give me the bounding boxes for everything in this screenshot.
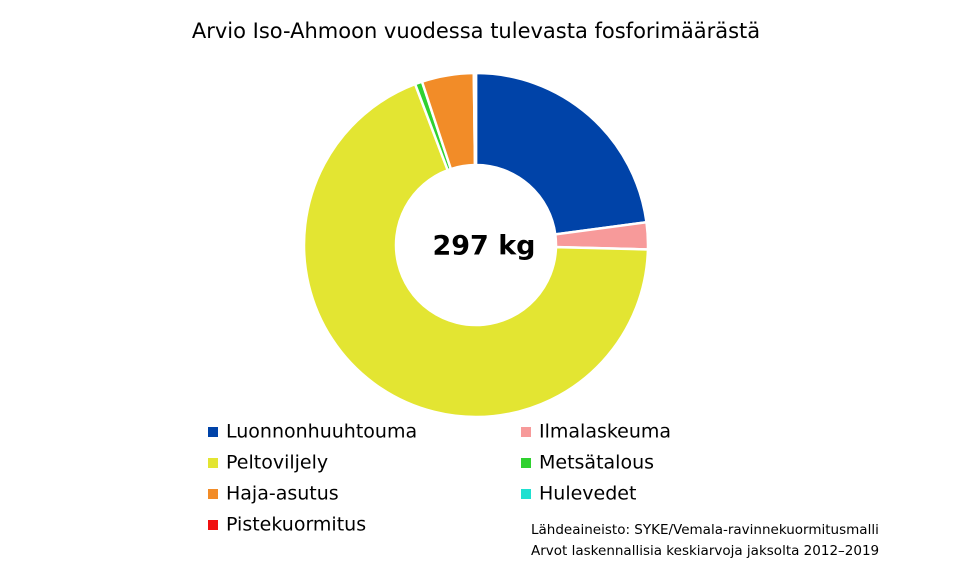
chart-title: Arvio Iso-Ahmoon vuodessa tulevasta fosf… <box>192 19 760 43</box>
legend: Luonnonhuuhtouma Ilmalaskeuma Peltoviljely… <box>208 421 671 536</box>
legend-swatch <box>208 489 218 499</box>
legend-label: Haja-asutus <box>226 483 339 505</box>
donut <box>302 71 650 419</box>
donut-slice <box>302 82 650 419</box>
legend-label: Metsätalous <box>539 452 654 474</box>
center-label: 297 kg <box>432 231 535 262</box>
donut-slice <box>473 71 478 167</box>
legend-swatch <box>521 489 531 499</box>
legend-swatch <box>208 520 218 530</box>
legend-swatch <box>521 458 531 468</box>
legend-swatch <box>521 427 531 437</box>
legend-label: Hulevedet <box>539 483 636 505</box>
legend-label: Luonnonhuuhtouma <box>226 421 417 443</box>
legend-label: Pistekuormitus <box>226 514 366 536</box>
legend-label: Ilmalaskeuma <box>539 421 671 443</box>
source-note: Arvot laskennallisia keskiarvoja jaksolt… <box>531 543 879 559</box>
donut-slice <box>474 71 648 236</box>
legend-label: Peltoviljely <box>226 452 328 474</box>
legend-swatch <box>208 427 218 437</box>
source-note: Lähdeaineisto: SYKE/Vemala-ravinnekuormi… <box>531 522 879 538</box>
legend-swatch <box>208 458 218 468</box>
